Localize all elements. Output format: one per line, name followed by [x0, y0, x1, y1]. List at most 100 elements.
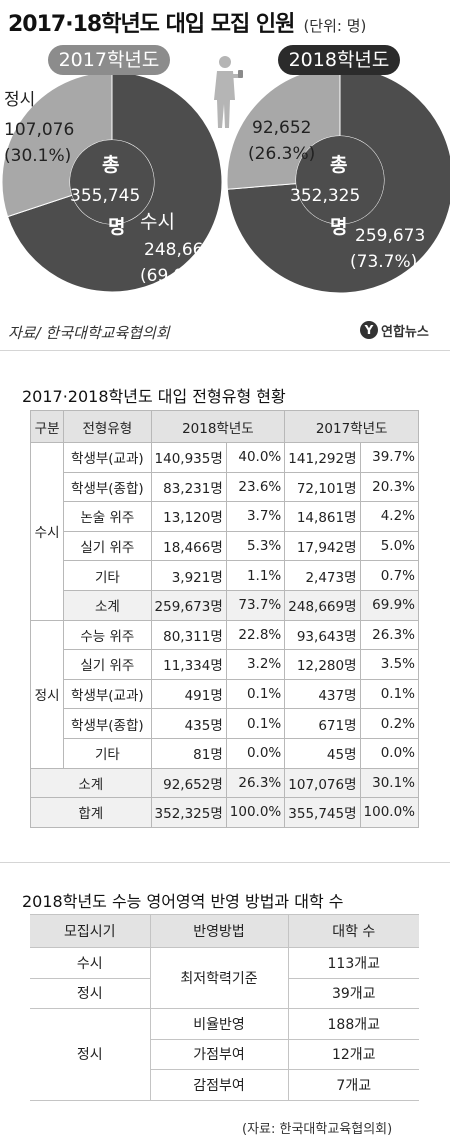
table-row: 수시 학생부(교과) 140,935명 40.0% 141,292명 39.7%: [29, 442, 420, 621]
donut-center: [70, 140, 154, 224]
table-row: 실기 위주 11,334명 3.2% 12,280명 3.5%: [31, 649, 420, 680]
p17-cell: 4.2%: [359, 501, 420, 532]
p17-cell: 3.5%: [359, 649, 420, 680]
total-unit-2017: 명: [108, 216, 126, 238]
p18-cell: 100.0%: [225, 797, 286, 828]
p18-cell: 0.1%: [225, 708, 286, 739]
table-row: 학생부(교과) 491명 0.1% 437명 0.1%: [31, 678, 420, 710]
n18-cell: 18,466명: [150, 530, 227, 562]
type-cell: 기타: [63, 560, 152, 591]
p18-cell: 23.6%: [225, 471, 286, 503]
p18-cell: 0.1%: [225, 678, 286, 710]
type-cell: 합계: [30, 797, 152, 828]
col-header-2017: 2017학년도: [284, 410, 419, 443]
p18-cell: 3.7%: [225, 501, 286, 532]
p17-cell: 5.0%: [359, 530, 420, 562]
period-cell: 정시: [30, 977, 151, 1009]
count-cell: 188개교: [287, 1008, 419, 1040]
count-cell: 39개교: [287, 977, 419, 1009]
donut-center: [296, 136, 384, 224]
source-note-bottom: (자료: 한국대학교육협의회): [242, 1122, 393, 1137]
chart-title-2018: 2018학년도: [278, 45, 400, 75]
type-cell: 소계: [63, 589, 152, 621]
type-cell: 학생부(교과): [63, 678, 152, 710]
p17-cell: 0.0%: [359, 737, 420, 769]
table-row: 소계 259,673명 73.7% 248,669명 69.9%: [31, 589, 420, 621]
type-cell: 기타: [63, 737, 152, 769]
type-cell: 소계: [30, 767, 152, 799]
type-cell: 실기 위주: [63, 649, 152, 680]
p18-cell: 0.0%: [225, 737, 286, 769]
table-row: 실기 위주 18,466명 5.3% 17,942명 5.0%: [31, 530, 420, 562]
method-cell: 감점부여: [150, 1069, 289, 1101]
col-header-count: 대학 수: [287, 914, 419, 948]
method-cell: 가점부여: [150, 1038, 289, 1070]
count-cell: 12개교: [287, 1038, 419, 1070]
n17-cell: 14,861명: [284, 501, 361, 532]
p17-cell: 100.0%: [359, 797, 420, 828]
n18-cell: 11,334명: [150, 649, 227, 680]
table-row: 정시 수능 위주 80,311명 22.8% 93,643명 26.3%: [29, 619, 420, 769]
susi-percent-2018: (73.7%): [350, 252, 418, 272]
type-cell: 학생부(종합): [63, 471, 152, 503]
divider: [0, 350, 450, 351]
n18-cell: 491명: [150, 678, 227, 710]
p18-cell: 22.8%: [225, 619, 286, 651]
p18-cell: 1.1%: [225, 560, 286, 591]
total-label-2018: 총: [330, 154, 348, 176]
susi-label-2017: 수시: [140, 211, 175, 233]
total-label-2017: 총: [102, 154, 120, 176]
p18-cell: 40.0%: [225, 442, 286, 473]
donut-charts: [1, 56, 450, 294]
col-header-period: 모집시기: [30, 914, 151, 948]
donut-2017: [1, 71, 223, 293]
table1-body: 수시 학생부(교과) 140,935명 40.0% 141,292명 39.7% 학생부(종…: [29, 442, 420, 828]
period-cell: 수시: [30, 947, 151, 979]
person-silhouette-icon: [214, 56, 243, 128]
n18-cell: 3,921명: [150, 560, 227, 591]
p18-cell: 3.2%: [225, 649, 286, 680]
p18-cell: 5.3%: [225, 530, 286, 562]
n17-cell: 355,745명: [284, 797, 361, 828]
table-row: 기타 81명 0.0% 45명 0.0%: [31, 737, 420, 769]
col-header-2018: 2018학년도: [150, 410, 286, 443]
total-value-2018: 352,325: [290, 186, 361, 206]
table-row: 소계 92,652명 26.3% 107,076명 30.1%: [30, 767, 420, 799]
table1-title: 2017·2018학년도 대입 전형유형 현황: [22, 387, 286, 406]
p18-cell: 73.7%: [225, 589, 286, 621]
chart-title-2017: 2017학년도: [48, 45, 170, 75]
p18-cell: 26.3%: [225, 767, 286, 799]
table-row: 학생부(종합) 83,231명 23.6% 72,101명 20.3%: [31, 471, 420, 503]
type-cell: 학생부(종합): [63, 708, 152, 739]
jeongsi-percent-2017: (30.1%): [4, 146, 72, 166]
n17-cell: 141,292명: [284, 442, 361, 473]
n17-cell: 248,669명: [284, 589, 361, 621]
type-cell: 실기 위주: [63, 530, 152, 562]
logo-mark-icon: Y: [360, 321, 378, 339]
method-cell: 최저학력기준: [149, 947, 289, 1009]
p17-cell: 0.2%: [359, 708, 420, 739]
group-susi: 수시: [29, 442, 65, 621]
type-cell: 논술 위주: [63, 501, 152, 532]
p17-cell: 0.1%: [359, 678, 420, 710]
unit-note: (단위: 명): [303, 17, 367, 35]
susi-value-2018: 259,673: [355, 226, 426, 246]
p17-cell: 39.7%: [359, 442, 420, 473]
table-row: 학생부(종합) 435명 0.1% 671명 0.2%: [31, 708, 420, 739]
p17-cell: 0.7%: [359, 560, 420, 591]
n17-cell: 437명: [284, 678, 361, 710]
method-cell: 비율반영: [149, 1008, 289, 1040]
n18-cell: 92,652명: [150, 767, 227, 799]
n17-cell: 45명: [284, 737, 361, 769]
n18-cell: 80,311명: [150, 619, 227, 651]
col-header-type: 전형유형: [63, 410, 152, 443]
n18-cell: 259,673명: [150, 589, 227, 621]
donut-2018: [226, 66, 450, 294]
admission-type-table: 구분 전형유형 2018학년도 2017학년도 수시 학생부(교과) 140,935…: [29, 410, 420, 828]
table-row: 합계 352,325명 100.0% 355,745명 100.0%: [30, 797, 420, 828]
n17-cell: 2,473명: [284, 560, 361, 591]
table-row: 논술 위주 13,120명 3.7% 14,861명 4.2%: [31, 501, 420, 532]
n18-cell: 83,231명: [150, 471, 227, 503]
n18-cell: 435명: [150, 708, 227, 739]
n17-cell: 93,643명: [284, 619, 361, 651]
